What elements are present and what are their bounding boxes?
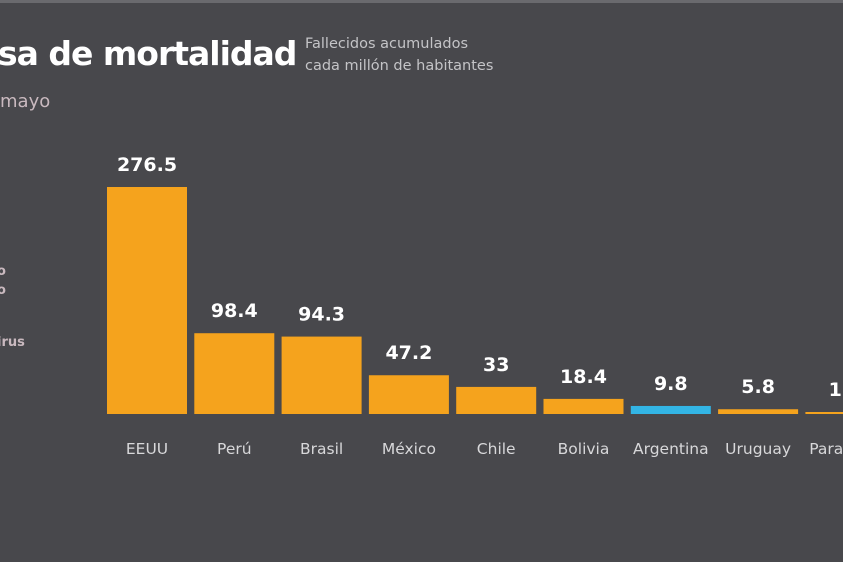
bar-méxico <box>368 375 449 414</box>
legend-fragment: o <box>0 264 6 279</box>
top-border <box>0 0 843 3</box>
value-label: 18.4 <box>560 366 607 388</box>
bar-brasil <box>281 336 362 414</box>
bar-chile <box>456 386 537 414</box>
value-label: 276.5 <box>117 154 177 176</box>
bar-eeuu <box>107 187 187 414</box>
category-label: Paraguay <box>809 440 843 458</box>
value-label: 47.2 <box>385 342 432 364</box>
value-label: 94.3 <box>298 304 345 326</box>
chart-subtitle: mayo <box>0 91 51 112</box>
value-label: 1.4 <box>829 379 843 401</box>
value-label: 98.4 <box>211 300 258 322</box>
category-label: Argentina <box>633 440 709 458</box>
category-label: Chile <box>477 440 516 458</box>
bar-uruguay <box>718 409 799 414</box>
value-label: 5.8 <box>741 376 775 398</box>
bar-argentina <box>630 405 711 414</box>
value-label: 9.8 <box>654 373 688 395</box>
chart-title: sa de mortalidad <box>0 34 297 73</box>
legend-fragment: irus <box>0 335 25 350</box>
category-label: Uruguay <box>725 440 791 458</box>
category-label: Brasil <box>300 440 343 458</box>
category-label: Perú <box>217 440 252 458</box>
bar-bolivia <box>543 398 624 414</box>
unit-note: Fallecidos acumulados cada millón de hab… <box>305 33 493 77</box>
unit-note-line-1: Fallecidos acumulados <box>305 36 469 52</box>
bar-paraguay <box>805 412 843 414</box>
legend-fragment: o <box>0 283 6 298</box>
category-label: EEUU <box>126 440 168 458</box>
unit-note-line-2: cada millón de habitantes <box>305 58 494 74</box>
category-label: México <box>382 440 436 458</box>
category-label: Bolivia <box>558 440 610 458</box>
value-label: 33 <box>483 354 509 376</box>
bar-perú <box>194 333 275 414</box>
